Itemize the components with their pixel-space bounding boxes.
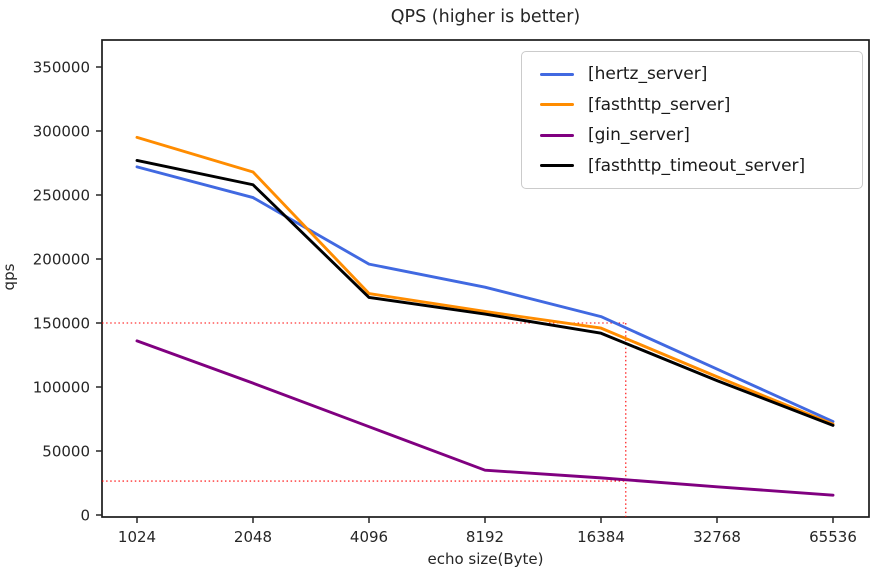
x-tick-label: 8192 — [466, 528, 504, 546]
x-axis-label: echo size(Byte) — [427, 550, 544, 568]
y-axis-label: qps — [0, 263, 18, 291]
legend-swatch — [540, 133, 574, 137]
legend-label: [fasthttp_timeout_server] — [588, 155, 806, 176]
legend-label: [gin_server] — [588, 125, 690, 146]
series-line-gin_server — [135, 339, 835, 497]
series-line-fasthttp_timeout_server — [135, 158, 835, 427]
y-tick-label: 300000 — [33, 123, 90, 141]
y-tick-label: 250000 — [33, 187, 90, 205]
y-tick-label: 50000 — [42, 443, 90, 461]
y-tick-label: 200000 — [33, 251, 90, 269]
series-line-fasthttp_server — [135, 135, 835, 426]
legend-swatch — [540, 72, 574, 76]
legend-label: [hertz_server] — [588, 64, 708, 85]
y-tick-label: 100000 — [33, 379, 90, 397]
legend: [hertz_server] [fasthttp_server] [gin_serv… — [521, 51, 863, 189]
legend-label: [fasthttp_server] — [588, 94, 731, 115]
y-tick-label: 150000 — [33, 315, 90, 333]
legend-item: [fasthttp_timeout_server] — [532, 156, 852, 176]
x-tick-label: 65536 — [809, 528, 857, 546]
legend-swatch — [540, 164, 574, 168]
legend-item: [fasthttp_server] — [532, 95, 852, 115]
chart-title: QPS (higher is better) — [390, 7, 581, 27]
y-tick-label: 0 — [80, 507, 90, 525]
series-line-hertz_server — [135, 165, 835, 424]
legend-item: [gin_server] — [532, 125, 852, 145]
legend-swatch — [540, 103, 574, 107]
x-tick-label: 4096 — [350, 528, 388, 546]
y-tick-label: 350000 — [33, 59, 90, 77]
x-tick-label: 1024 — [118, 528, 156, 546]
x-tick-label: 2048 — [234, 528, 272, 546]
x-tick-label: 16384 — [577, 528, 625, 546]
legend-item: [hertz_server] — [532, 64, 852, 84]
x-tick-label: 32768 — [693, 528, 741, 546]
